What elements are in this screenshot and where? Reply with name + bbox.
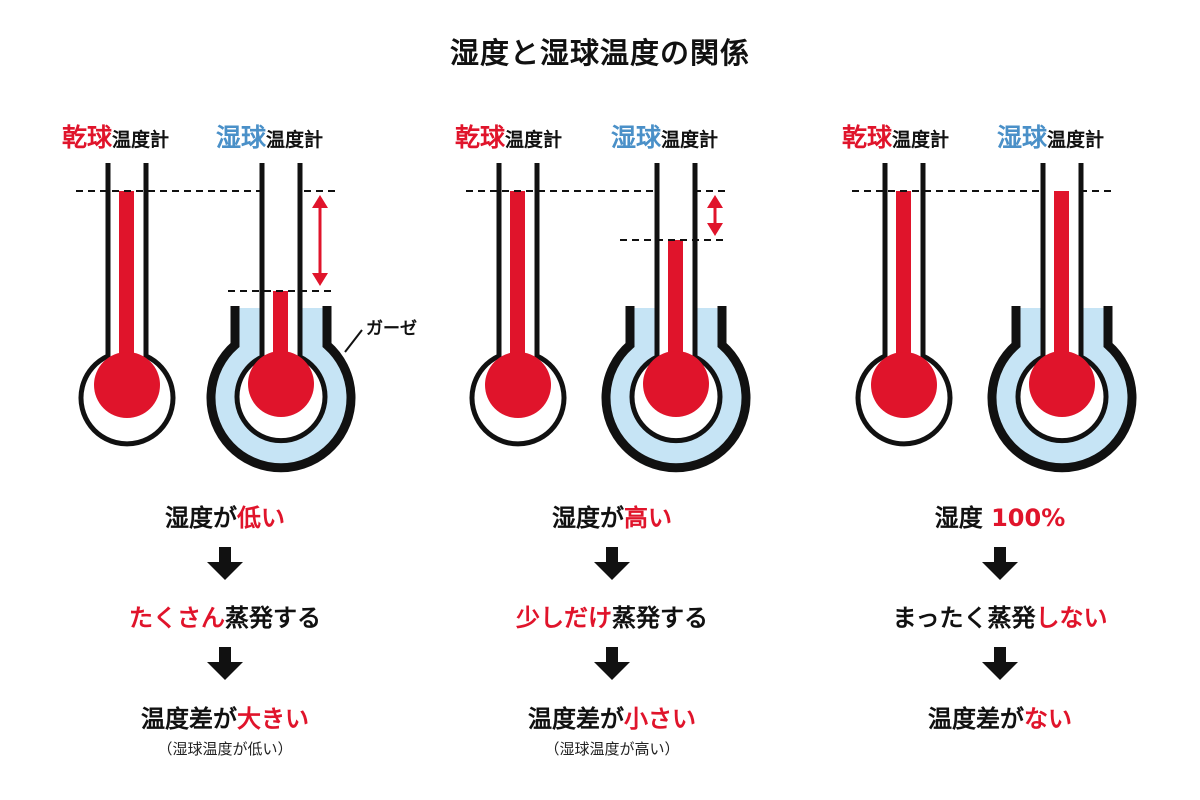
evaporation-text-1: たくさん蒸発する [129, 604, 321, 632]
dry-label-3: 乾球温度計 [842, 123, 950, 152]
wet-thermometer-2 [601, 163, 751, 473]
humidity-text-1: 湿度が低い [165, 504, 285, 532]
dry-thermometer-1 [78, 163, 176, 447]
difference-arrow-2 [707, 195, 723, 236]
wet-thermometer-1 [206, 163, 356, 473]
wet-label-1: 湿球温度計 [216, 123, 324, 152]
wet-label-3: 湿球温度計 [997, 123, 1105, 152]
difference-text-3: 温度差がない [928, 705, 1072, 733]
evaporation-text-2: 少しだけ蒸発する [516, 604, 708, 632]
panel-2-figure [466, 163, 751, 473]
difference-text-1: 温度差が大きい [141, 705, 309, 733]
humidity-text-2: 湿度が高い [552, 504, 672, 532]
wet-thermometer-3 [987, 163, 1137, 473]
dry-thermometer-2 [469, 163, 567, 447]
gauze-label: ガーゼ [366, 319, 417, 339]
dry-thermometer-3 [855, 163, 953, 447]
panel-1-figure [76, 163, 363, 473]
page-title: 湿度と湿球温度の関係 [449, 36, 750, 70]
evaporation-text-3: まったく蒸発しない [892, 604, 1108, 632]
note-1: （湿球温度が低い） [157, 740, 293, 758]
humidity-text-3: 湿度 100% [934, 504, 1066, 532]
note-2: （湿球温度が高い） [544, 740, 680, 758]
difference-arrow-1 [312, 195, 328, 286]
dry-label-2: 乾球温度計 [455, 123, 563, 152]
gauze-leader-line [344, 329, 363, 353]
dry-label-1: 乾球温度計 [62, 123, 170, 152]
panel-3-figure [852, 163, 1137, 473]
difference-text-2: 温度差が小さい [528, 705, 696, 733]
wet-label-2: 湿球温度計 [611, 123, 719, 152]
